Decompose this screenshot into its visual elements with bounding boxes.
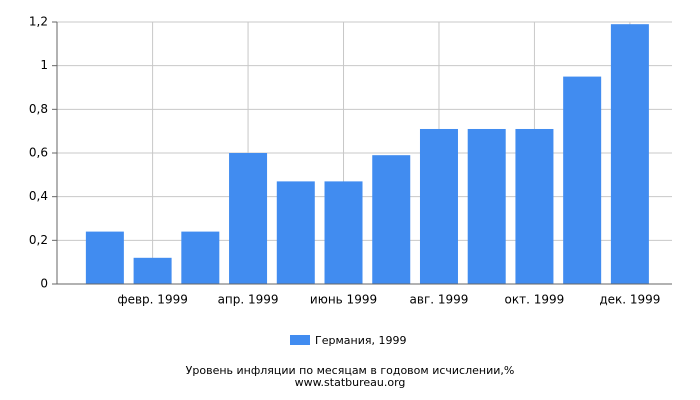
y-tick-label: 0 (40, 277, 48, 291)
x-tick-label: июнь 1999 (310, 293, 377, 307)
bar (467, 128, 506, 284)
bar (276, 181, 315, 284)
x-tick-label: авг. 1999 (410, 293, 469, 307)
bar (229, 153, 268, 284)
x-tick-label: окт. 1999 (505, 293, 565, 307)
y-tick-label: 0,6 (29, 146, 48, 160)
y-tick-label: 0,4 (29, 189, 48, 203)
x-tick-label: апр. 1999 (218, 293, 279, 307)
x-tick-label: дек. 1999 (599, 293, 660, 307)
chart-title: Уровень инфляции по месяцам в годовом ис… (186, 364, 515, 377)
y-tick-label: 1 (40, 58, 48, 72)
bar (324, 181, 363, 284)
bar (181, 231, 220, 284)
bar (515, 128, 554, 284)
bar (419, 128, 458, 284)
legend-label: Германия, 1999 (315, 334, 406, 347)
x-tick-label: февр. 1999 (117, 293, 188, 307)
bar (563, 76, 602, 284)
y-tick-label: 0,8 (29, 102, 48, 116)
bar (610, 24, 649, 285)
chart-subtitle: www.statbureau.org (295, 376, 406, 389)
y-tick-label: 0,2 (29, 233, 48, 247)
bar (133, 257, 172, 284)
bar (85, 231, 124, 284)
y-tick-label: 1,2 (29, 15, 48, 29)
bar (372, 155, 411, 284)
legend-swatch (290, 335, 310, 345)
